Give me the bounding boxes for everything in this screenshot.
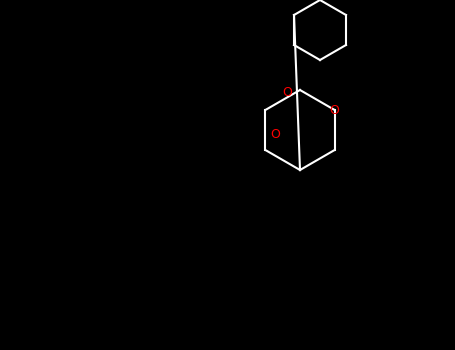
Text: O: O <box>270 128 280 141</box>
Text: O: O <box>330 104 339 117</box>
Text: O: O <box>282 86 292 99</box>
